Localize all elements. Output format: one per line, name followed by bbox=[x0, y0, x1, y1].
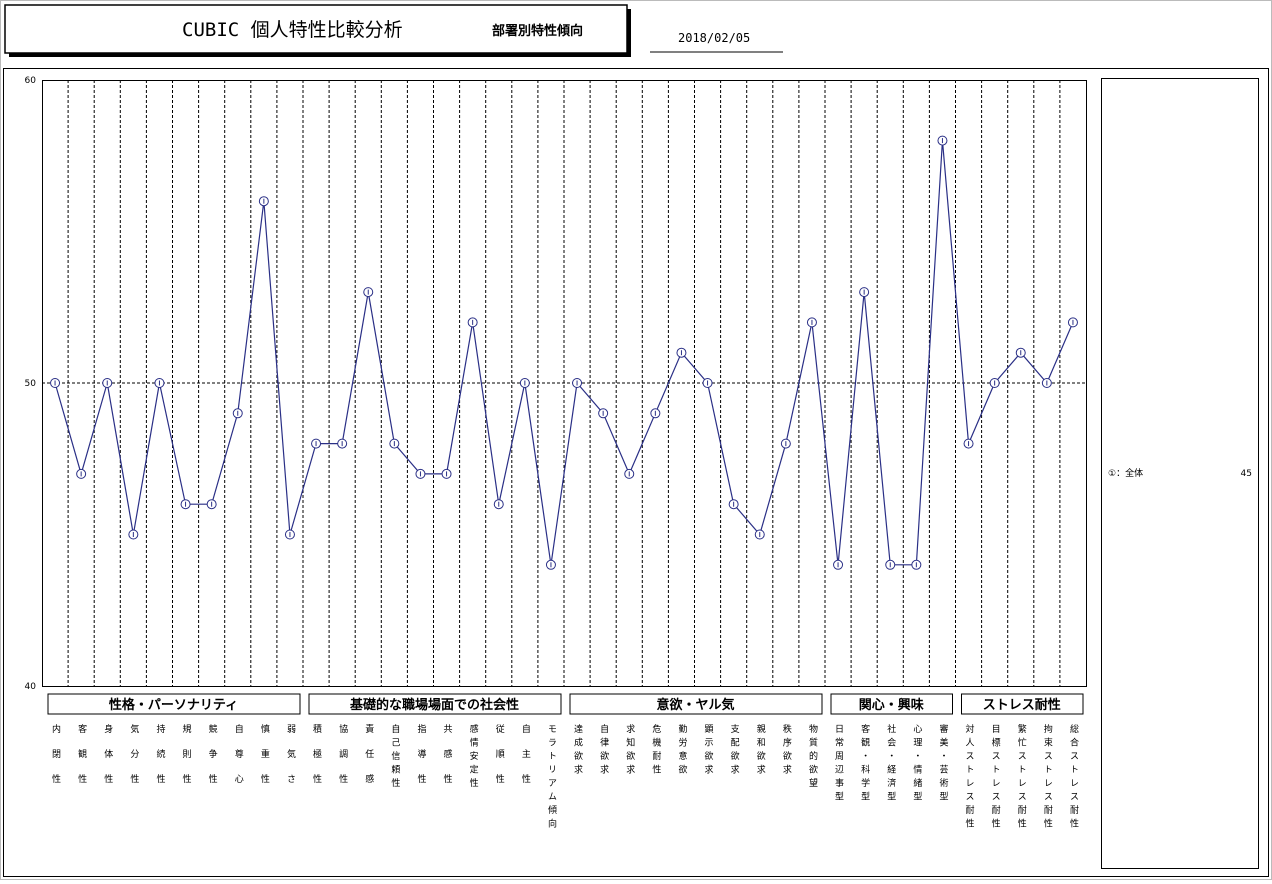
group-label: 関心・興味 bbox=[859, 697, 924, 713]
x-tick-label: 求知欲求 bbox=[624, 723, 635, 778]
subtitle: 部署別特性傾向 bbox=[492, 23, 583, 39]
title: CUBIC 個人特性比較分析 bbox=[182, 19, 403, 41]
x-tick-label: 目標ストレス耐性 bbox=[990, 724, 1001, 832]
x-tick-label: 日常周辺事型 bbox=[833, 724, 844, 805]
x-tick-label: 総合ストレス耐性 bbox=[1068, 723, 1079, 832]
legend-count: 45 bbox=[1241, 469, 1252, 479]
group-box bbox=[569, 693, 823, 715]
x-tick-label: 支配欲求 bbox=[729, 723, 740, 778]
x-tick-label: 自尊心 bbox=[233, 723, 244, 799]
x-tick-label: 顕示欲求 bbox=[703, 724, 714, 778]
x-tick-label: 社会・経済型 bbox=[885, 723, 896, 805]
x-tick-label: 物質的欲望 bbox=[807, 723, 818, 792]
group-box bbox=[830, 693, 953, 715]
x-tick-label: 自主性 bbox=[520, 723, 531, 799]
x-tick-label: 客観・科学型 bbox=[859, 723, 870, 805]
x-tick-label: 危機耐性 bbox=[650, 723, 661, 778]
x-tick-label: 審美・芸術型 bbox=[937, 723, 948, 805]
x-tick-label: 対人ストレス耐性 bbox=[964, 723, 975, 832]
group-box bbox=[308, 693, 562, 715]
x-tick-label: 身体性 bbox=[102, 723, 113, 799]
group-label: ストレス耐性 bbox=[983, 697, 1061, 713]
x-tick-label: 感情安定性 bbox=[468, 723, 479, 792]
x-tick-label: 自律欲求 bbox=[598, 723, 609, 778]
x-tick-label: 共感性 bbox=[442, 724, 453, 799]
date: 2018/02/05 bbox=[678, 31, 750, 45]
x-tick-label: 繁忙ストレス耐性 bbox=[1016, 723, 1027, 832]
x-tick-label: 従順性 bbox=[494, 723, 505, 799]
x-tick-label: 自己信頼性 bbox=[389, 723, 400, 792]
x-tick-label: 責任感 bbox=[363, 723, 374, 799]
x-tick-label: 親和欲求 bbox=[755, 723, 766, 778]
outer-frame bbox=[3, 68, 1269, 877]
x-tick-label: 秩序欲求 bbox=[781, 724, 792, 778]
x-tick-label: 客観性 bbox=[76, 723, 87, 799]
header-box bbox=[4, 4, 628, 54]
group-label: 基礎的な職場場面での社会性 bbox=[349, 697, 519, 713]
x-tick-label: 弱気さ bbox=[285, 724, 296, 799]
y-tick-label: 40 bbox=[25, 682, 37, 692]
x-tick-label: 指導性 bbox=[415, 723, 426, 799]
x-tick-label: 達成欲求 bbox=[572, 723, 583, 778]
group-label: 性格・パーソナリティ bbox=[109, 697, 238, 713]
x-tick-label: 規則性 bbox=[181, 724, 192, 799]
x-tick-label: 持続性 bbox=[154, 723, 165, 799]
x-tick-label: 慎重性 bbox=[259, 723, 270, 799]
series-line bbox=[54, 140, 1074, 566]
y-tick-label: 50 bbox=[25, 379, 37, 389]
x-tick-label: 拘束ストレス耐性 bbox=[1042, 723, 1053, 832]
group-box bbox=[961, 693, 1084, 715]
x-tick-label: 勤労意欲 bbox=[676, 723, 687, 778]
group-box bbox=[47, 693, 301, 715]
x-tick-label: 協調性 bbox=[337, 723, 348, 799]
x-tick-label: 心理・情緒型 bbox=[911, 724, 922, 805]
x-tick-label: モラトリアム傾向 bbox=[546, 724, 557, 832]
x-tick-label: 積極性 bbox=[311, 723, 322, 799]
x-tick-label: 気分性 bbox=[128, 723, 139, 799]
legend-box bbox=[1101, 78, 1259, 869]
legend-label: ①：全体 bbox=[1108, 467, 1143, 479]
x-tick-label: 内閉性 bbox=[50, 723, 61, 799]
y-tick-label: 60 bbox=[25, 76, 37, 86]
group-label: 意欲・ヤル気 bbox=[656, 697, 734, 713]
x-tick-label: 競争性 bbox=[207, 723, 218, 799]
